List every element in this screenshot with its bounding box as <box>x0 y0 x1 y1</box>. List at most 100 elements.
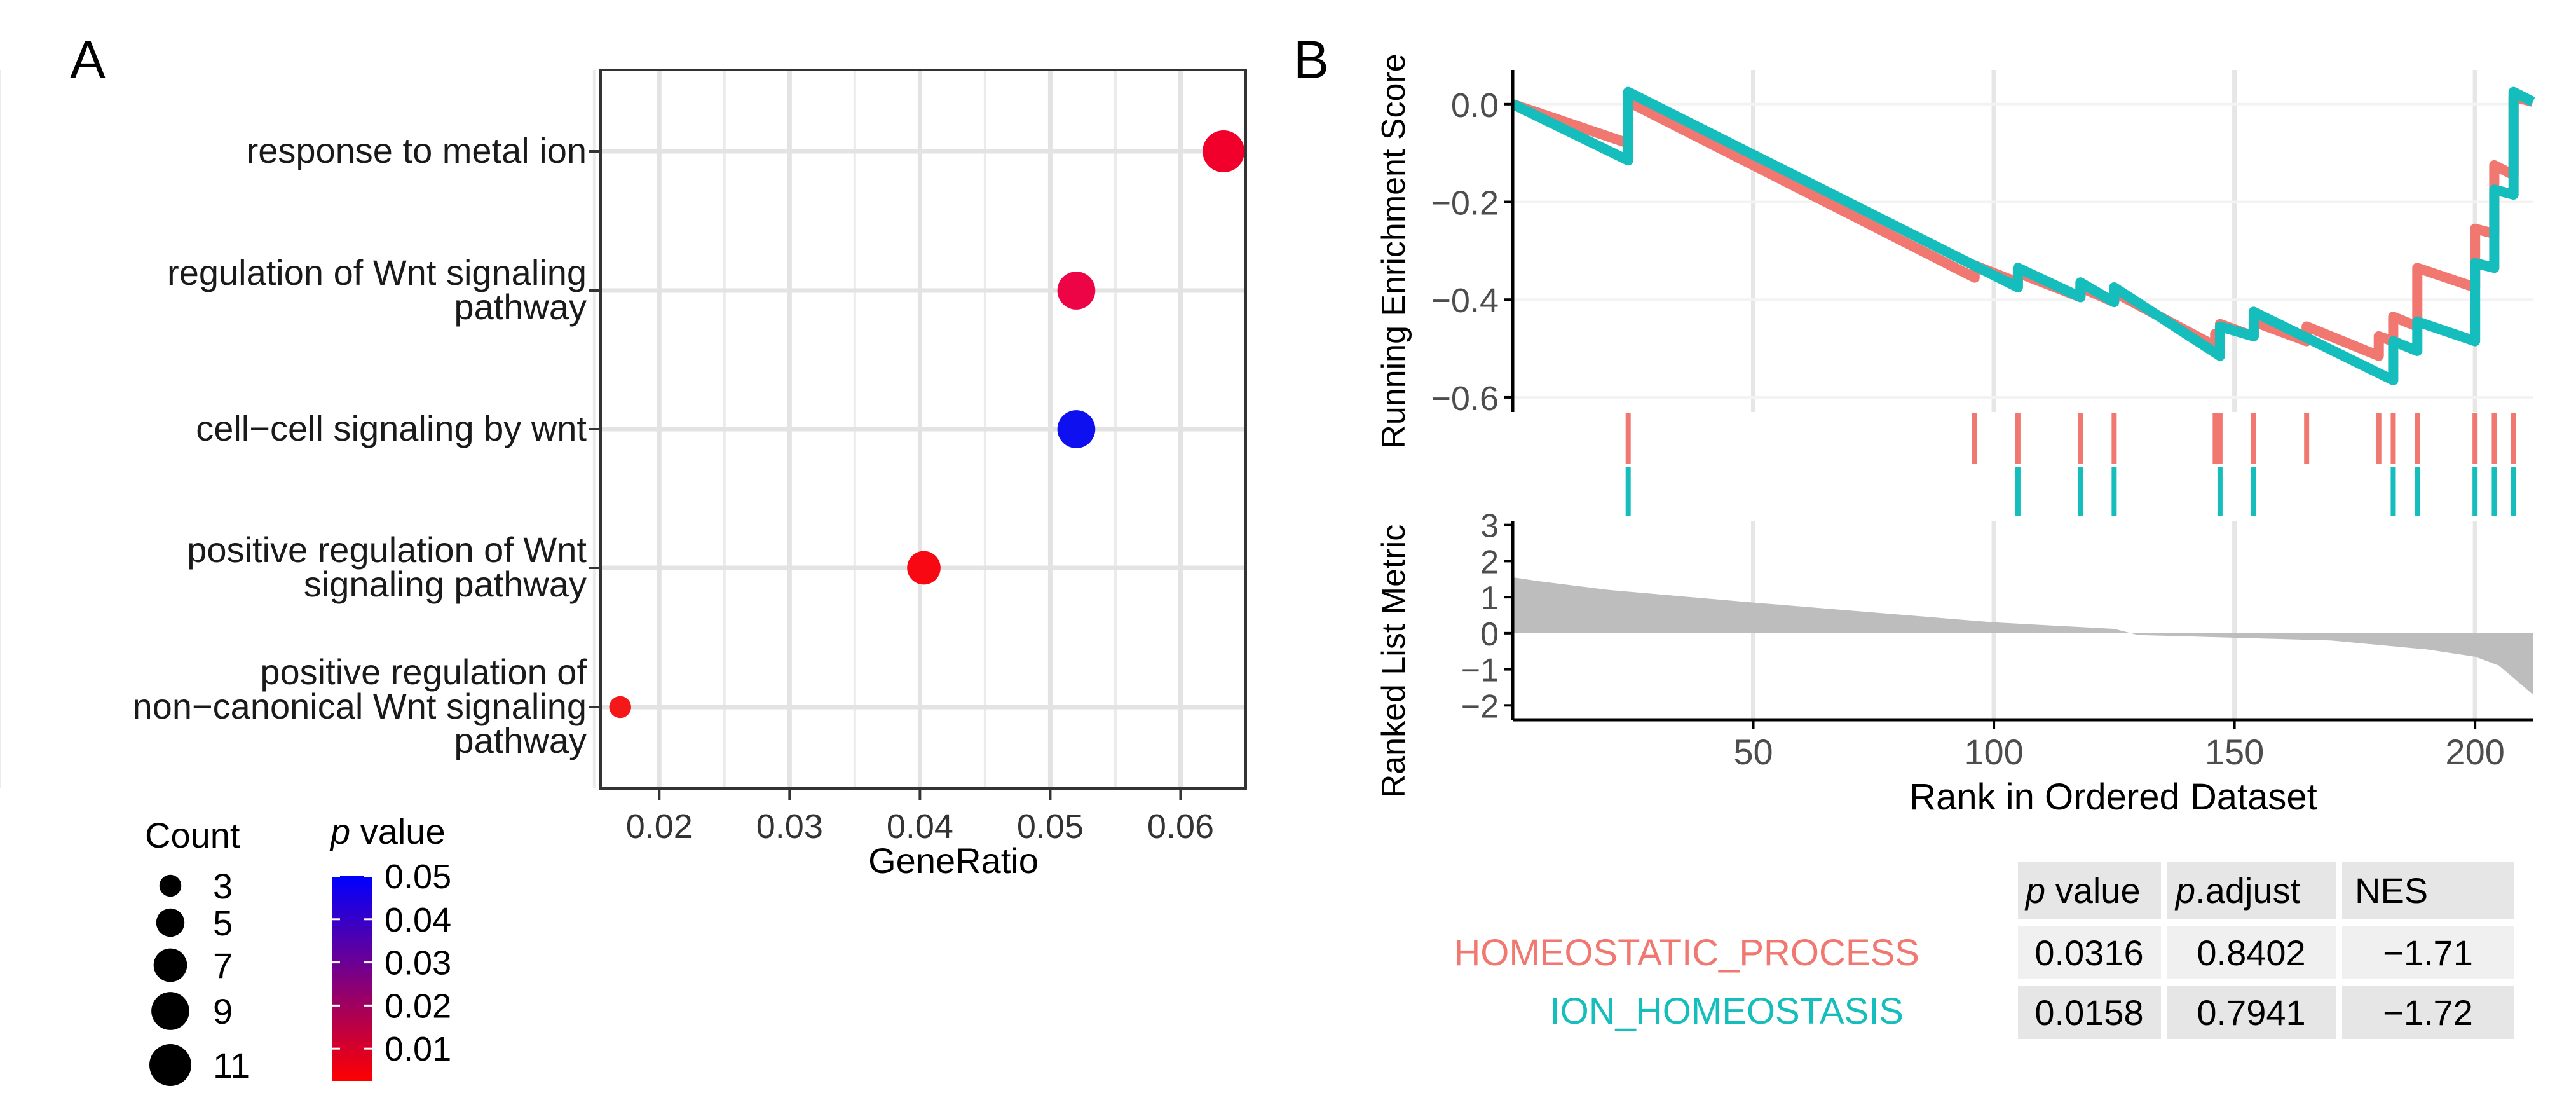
table-row-1-nes-cell <box>2342 926 2514 979</box>
gsea-es-y-tick-label: −0.2 <box>1431 184 1499 223</box>
gsea-es-axis-label: Running Enrichment Score <box>1375 53 1412 448</box>
dotplot-point <box>1203 130 1245 172</box>
dotplot-term-labels: response to metal ion regulation of Wnt s… <box>133 130 601 760</box>
panel-label-a: A <box>70 30 106 90</box>
dotplot-term-label: signaling pathway <box>304 564 587 604</box>
count-legend-dot <box>149 1044 191 1086</box>
dotplot-point <box>1057 410 1096 448</box>
count-legend-items: 357 9 11 <box>149 866 250 1086</box>
count-legend-dot <box>151 992 189 1030</box>
table-row-2-pvalue-cell <box>2018 986 2161 1039</box>
table-header-padjust-p: p <box>2174 870 2195 911</box>
gsea-metric-y-tick-label: 2 <box>1480 544 1499 581</box>
pvalue-legend-title-p: p <box>329 811 350 851</box>
table-row-1-pvalue: 0.0316 <box>2034 933 2143 973</box>
dotplot-x-axis: 0.02 0.03 0.04 0.05 0.06 <box>626 788 1214 846</box>
pvalue-legend-tick-label: 0.04 <box>385 901 451 939</box>
table-row-2-padjust: 0.7941 <box>2197 993 2305 1033</box>
table-row-1-nes: −1.71 <box>2383 933 2473 973</box>
count-legend-dot <box>153 948 187 982</box>
table-header-cell-padjust <box>2167 862 2336 919</box>
dotplot-term-label: non−canonical Wnt signaling <box>133 686 587 726</box>
gsea-metric-y-tick-label: −2 <box>1461 688 1499 725</box>
gsea-metric-y-tick-label: −1 <box>1461 652 1499 689</box>
pvalue-legend-title: p value <box>329 811 446 851</box>
dotplot-term-label: pathway <box>454 287 587 327</box>
dotplot-term-label: response to metal ion <box>247 130 587 170</box>
table-header-nes: NES <box>2355 870 2428 911</box>
table-header-padjust: p.adjust <box>2174 870 2301 911</box>
count-legend-dot <box>156 908 185 937</box>
gsea-x-tick-label: 150 <box>2205 732 2264 772</box>
dotplot-term-label: pathway <box>454 720 587 760</box>
dotplot-term-label: positive regulation of Wnt <box>187 530 587 570</box>
panel-a-dotplot: response to metal ion regulation of Wnt s… <box>0 69 1247 881</box>
table-row-1-pvalue-cell <box>2018 926 2161 979</box>
count-legend-label: 11 <box>213 1045 250 1085</box>
dotplot-term-label: positive regulation of <box>260 652 587 692</box>
table-row-2-pvalue: 0.0158 <box>2034 993 2143 1033</box>
table-row-1-name: HOMEOSTATIC_PROCESS <box>1454 932 1919 973</box>
table-header-cell-pvalue <box>2018 862 2161 919</box>
pvalue-legend-tick-label: 0.01 <box>385 1030 451 1068</box>
dotplot-term-label: regulation of Wnt signaling <box>167 252 587 292</box>
dotplot-point <box>1057 272 1096 310</box>
pvalue-legend-tick-label: 0.03 <box>385 944 451 982</box>
gsea-running-es-lines <box>1510 86 2535 385</box>
dotplot-point <box>907 551 941 585</box>
gsea-metric-axis-label: Ranked List Metric <box>1375 525 1412 799</box>
gsea-ranked-metric <box>1513 577 2533 695</box>
dotplot-gridlines <box>0 70 1246 788</box>
count-legend-title: Count <box>145 815 240 855</box>
dotplot-x-tick-label: 0.06 <box>1147 808 1214 846</box>
pvalue-colorbar <box>332 876 372 1081</box>
pvalue-legend-tick-label: 0.05 <box>385 858 451 896</box>
gsea-x-axis-label: Rank in Ordered Dataset <box>1909 776 2317 818</box>
dotplot-x-tick-label: 0.03 <box>756 808 823 846</box>
count-size-legend: Count 357 9 11 <box>145 815 250 1086</box>
table-row-2-nes: −1.72 <box>2383 993 2473 1033</box>
table-row-2-name: ION_HOMEOSTASIS <box>1550 991 1904 1032</box>
gsea-metric-y-tick-label: 3 <box>1480 508 1499 545</box>
gsea-stats-table: p value p.adjust NES HOMEOSTATIC_PROCESS… <box>1454 862 2514 1039</box>
gsea-x-tick-label: 50 <box>1733 732 1773 772</box>
count-legend-label: 5 <box>213 903 233 943</box>
count-legend-label: 3 <box>213 866 233 906</box>
dotplot-x-axis-label: GeneRatio <box>868 841 1039 881</box>
gsea-es-line <box>1510 86 2535 385</box>
gsea-metric-y-tick-label: 1 <box>1480 580 1499 617</box>
gsea-x-tick-label: 200 <box>2445 732 2504 772</box>
pvalue-legend-title-rest: value <box>350 811 445 851</box>
gsea-metric-y-tick-label: 0 <box>1480 616 1499 653</box>
table-row-1-padjust-cell <box>2167 926 2336 979</box>
gsea-es-y-tick-label: −0.6 <box>1431 380 1499 418</box>
pvalue-color-legend: p value 0.05 0.04 0.03 0.02 0.01 <box>329 811 451 1081</box>
count-legend-dot <box>159 874 182 897</box>
dotplot-x-tick-label: 0.05 <box>1017 808 1084 846</box>
dotplot-point <box>609 696 631 719</box>
count-legend-label: 7 <box>213 945 233 986</box>
dotplot-x-tick-label: 0.04 <box>887 808 953 846</box>
panel-label-b: B <box>1293 30 1329 90</box>
table-header-padjust-rest: .adjust <box>2195 870 2300 911</box>
gsea-hit-ticks <box>1625 413 2516 516</box>
count-legend-label: 9 <box>213 991 233 1031</box>
table-row-1-padjust: 0.8402 <box>2197 933 2305 973</box>
table-header-pvalue-rest: value <box>2045 870 2140 911</box>
table-row-2-padjust-cell <box>2167 986 2336 1039</box>
dotplot-x-tick-label: 0.02 <box>626 808 693 846</box>
dotplot-points <box>609 130 1245 719</box>
gsea-x-tick-label: 100 <box>1964 732 2023 772</box>
gsea-es-y-tick-label: 0.0 <box>1451 86 1499 125</box>
table-header-cell-nes <box>2342 862 2514 919</box>
gsea-metric-area <box>1513 577 2533 695</box>
table-header-pvalue-p: p <box>2024 870 2045 911</box>
dotplot-term-label: cell−cell signaling by wnt <box>196 408 587 448</box>
pvalue-legend-ticks: 0.05 0.04 0.03 0.02 0.01 <box>332 858 451 1068</box>
pvalue-legend-tick-label: 0.02 <box>385 987 451 1025</box>
table-row-2-nes-cell <box>2342 986 2514 1039</box>
